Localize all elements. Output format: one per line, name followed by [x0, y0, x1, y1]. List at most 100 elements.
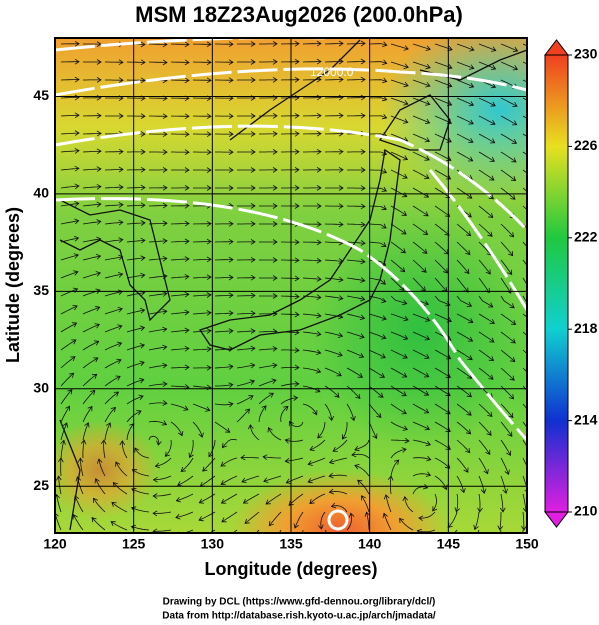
- streamline: [478, 61, 497, 70]
- streamline: [148, 255, 168, 262]
- streamline: [500, 457, 510, 476]
- coastlines: [59, 39, 527, 531]
- streamline: [368, 59, 388, 65]
- streamline: [346, 331, 365, 339]
- streamline: [148, 362, 168, 369]
- streamline: [104, 422, 112, 441]
- coastline: [229, 39, 361, 141]
- streamline: [522, 133, 527, 137]
- streamline: [221, 438, 238, 449]
- streamline: [478, 421, 492, 436]
- streamline: [368, 313, 387, 321]
- streamline: [522, 61, 527, 65]
- streamline: [105, 59, 124, 66]
- streamline: [302, 40, 322, 47]
- streamline: [478, 43, 497, 52]
- streamline: [522, 475, 527, 493]
- streamline: [148, 220, 168, 227]
- streamline: [259, 257, 278, 263]
- streamline: [522, 169, 527, 174]
- streamline: [280, 405, 289, 423]
- streamline: [193, 364, 212, 371]
- streamline: [412, 97, 431, 106]
- streamline: [82, 305, 101, 315]
- streamline: [346, 76, 366, 83]
- streamline: [302, 331, 322, 337]
- streamline: [368, 403, 382, 419]
- streamline: [192, 274, 212, 281]
- streamline: [522, 97, 527, 101]
- y-tick-label: 45: [33, 87, 49, 103]
- streamline: [412, 439, 432, 447]
- streamline: [280, 58, 300, 65]
- streamline: [346, 112, 366, 119]
- streamline: [478, 223, 493, 237]
- streamline: [368, 95, 388, 102]
- streamline: [105, 113, 124, 119]
- streamline: [324, 295, 344, 301]
- streamline: [302, 312, 322, 319]
- streamline: [80, 439, 87, 459]
- colorbar-tick-label: 222: [574, 229, 598, 245]
- coastline: [59, 419, 81, 531]
- streamline: [456, 79, 475, 88]
- streamline: [522, 367, 527, 373]
- streamline: [215, 77, 234, 84]
- streamline: [434, 259, 449, 274]
- streamline: [522, 439, 527, 448]
- streamline: [83, 59, 102, 65]
- streamline: [236, 328, 256, 334]
- streamline: [100, 439, 107, 459]
- streamline: [60, 148, 80, 154]
- streamline: [127, 113, 146, 119]
- streamline: [390, 313, 409, 322]
- streamline: [96, 458, 106, 477]
- streamline: [214, 328, 234, 334]
- streamline: [220, 475, 238, 485]
- streamline: [478, 367, 494, 380]
- streamline: [215, 59, 234, 66]
- streamline: [478, 313, 495, 324]
- streamline: [60, 165, 80, 172]
- streamline: [522, 187, 527, 192]
- streamline: [193, 185, 212, 191]
- streamline: [412, 471, 432, 477]
- streamline: [60, 130, 80, 136]
- streamline: [368, 349, 386, 359]
- streamline: [148, 344, 168, 351]
- streamline: [192, 238, 212, 245]
- streamline: [412, 421, 431, 431]
- streamline: [241, 475, 260, 483]
- streamline: [324, 331, 344, 338]
- streamline: [188, 439, 194, 459]
- streamline: [390, 459, 400, 477]
- streamline: [390, 447, 407, 459]
- streamline: [263, 475, 282, 483]
- streamline: [280, 40, 300, 47]
- streamline: [170, 291, 190, 298]
- streamline: [390, 385, 407, 397]
- streamline: [324, 403, 335, 422]
- streamline: [60, 372, 75, 387]
- streamline: [412, 151, 430, 161]
- streamline: [281, 257, 300, 264]
- streamline: [324, 148, 344, 155]
- streamline: [82, 253, 102, 261]
- streamline: [171, 167, 190, 173]
- streamline: [478, 349, 495, 362]
- streamline: [104, 406, 116, 423]
- streamline: [258, 392, 275, 405]
- streamline: [236, 362, 256, 369]
- streamline: [500, 169, 517, 182]
- streamline: [324, 40, 344, 47]
- streamline: [77, 457, 84, 477]
- streamline: [522, 205, 527, 211]
- streamline: [236, 379, 256, 387]
- streamline: [500, 115, 518, 126]
- streamline: [280, 364, 300, 371]
- streamline: [317, 421, 326, 439]
- streamline: [303, 166, 322, 173]
- streamline: [412, 367, 430, 378]
- streamline: [148, 59, 168, 66]
- streamline: [500, 349, 516, 363]
